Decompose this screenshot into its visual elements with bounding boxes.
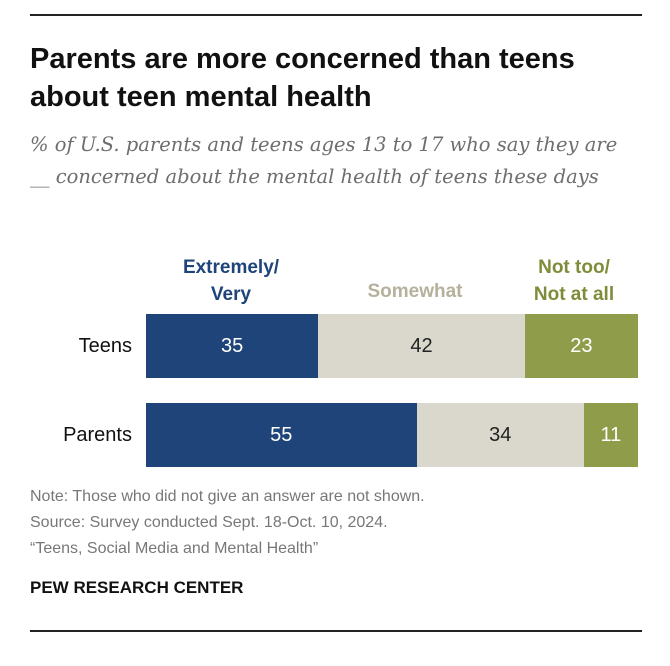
row-label-teens: Teens — [78, 335, 132, 357]
chart-title: Parents are more concerned than teens ab… — [30, 43, 575, 113]
bar-teens-extremely-very: 35 — [146, 314, 319, 378]
legend-extremely-very-line-2: Very — [210, 284, 252, 305]
bar-teens-somewhat: 42 — [318, 314, 525, 378]
legend-not-too-line-2: Not at all — [533, 284, 615, 305]
data-label-parents-not-too: 11 — [600, 423, 622, 446]
report-title: “Teens, Social Media and Mental Health” — [30, 540, 319, 557]
chart-notes: Note: Those who did not give an answer a… — [30, 484, 642, 562]
data-label-teens-somewhat: 42 — [410, 334, 433, 357]
data-label-parents-extremely-very: 55 — [270, 423, 293, 446]
legend-not-too: Not too/ Not at all — [500, 254, 648, 308]
legend-not-too-line-1: Not too/ — [538, 257, 610, 278]
pew-logo-text: PEW RESEARCH CENTER — [30, 578, 244, 597]
legend-extremely-very-line-1: Extremely/ — [182, 257, 280, 278]
chart-subtitle: % of U.S. parents and teens ages 13 to 1… — [30, 133, 618, 188]
legend-extremely-very: Extremely/ Very — [146, 254, 316, 308]
bottom-rule — [30, 630, 642, 632]
bar-row-parents: 55 34 11 — [146, 403, 638, 467]
bar-parents-somewhat: 34 — [416, 403, 584, 467]
data-label-teens-extremely-very: 35 — [220, 334, 244, 357]
data-label-parents-somewhat: 34 — [489, 423, 512, 446]
legend-somewhat-line-1: Somewhat — [367, 281, 463, 302]
row-label-parents: Parents — [63, 424, 132, 446]
note-text: Note: Those who did not give an answer a… — [30, 488, 425, 505]
top-rule — [30, 14, 642, 16]
bar-row-teens: 35 42 23 — [146, 314, 638, 378]
bar-parents-not-too: 11 — [583, 403, 638, 467]
legend-somewhat: Somewhat — [330, 278, 500, 305]
bar-teens-not-too: 23 — [524, 314, 638, 378]
source-text: Source: Survey conducted Sept. 18-Oct. 1… — [30, 514, 388, 531]
bar-parents-extremely-very: 55 — [146, 403, 417, 467]
data-label-teens-not-too: 23 — [570, 334, 593, 357]
